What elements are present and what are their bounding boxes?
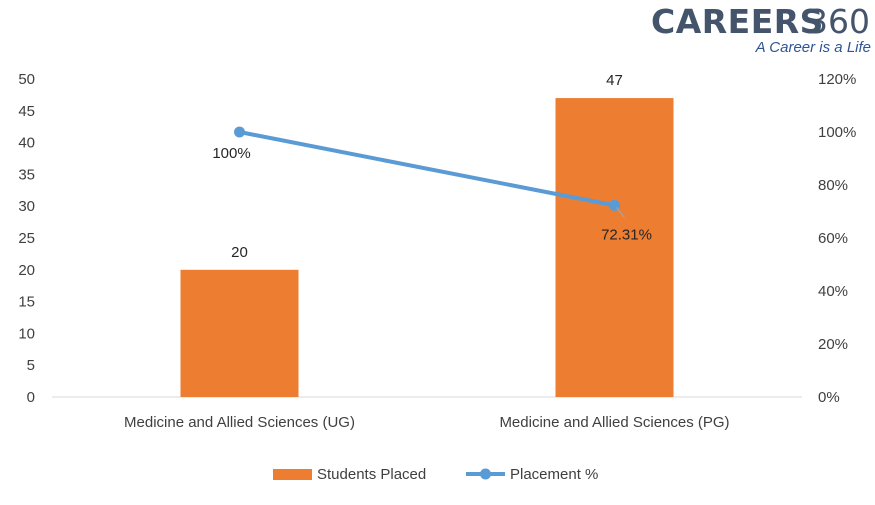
x-tick-label: Medicine and Allied Sciences (UG) — [124, 414, 355, 431]
y-axis-right: 0% 20% 40% 60% 80% 100% 120% — [818, 71, 856, 406]
y-left-tick-label: 40 — [18, 135, 35, 152]
y-axis-left: 0 5 10 15 20 25 30 35 40 45 50 — [18, 71, 35, 406]
y-left-tick-label: 45 — [18, 103, 35, 120]
y-left-tick-label: 30 — [18, 198, 35, 215]
legend-label-placement: Placement % — [510, 466, 598, 483]
legend: Students Placed Placement % — [273, 466, 598, 483]
logo-number: 360 — [807, 2, 870, 41]
y-right-tick-label: 80% — [818, 177, 848, 194]
y-left-tick-label: 20 — [18, 262, 35, 279]
y-right-tick-label: 100% — [818, 124, 856, 141]
line-point — [234, 126, 245, 138]
y-left-tick-label: 10 — [18, 325, 35, 342]
y-left-tick-label: 35 — [18, 166, 35, 183]
logo-brand: CAREERS — [651, 2, 824, 41]
y-left-tick-label: 5 — [27, 357, 35, 374]
legend-marker-placement — [480, 468, 491, 480]
x-axis-labels: Medicine and Allied Sciences (UG) Medicin… — [124, 414, 730, 431]
y-right-tick-label: 20% — [818, 336, 848, 353]
line-data-label: 72.31% — [601, 226, 652, 243]
y-right-tick-label: 40% — [818, 283, 848, 300]
bar-data-label: 47 — [606, 72, 623, 89]
y-right-tick-label: 0% — [818, 389, 840, 406]
line-data-label: 100% — [212, 145, 250, 162]
bar — [555, 98, 674, 397]
bar — [180, 269, 299, 397]
careers360-logo: CAREERS 360 A Career is a Life — [651, 2, 871, 56]
y-left-tick-label: 50 — [18, 71, 35, 88]
bar-data-label: 20 — [231, 244, 248, 261]
y-left-tick-label: 15 — [18, 294, 35, 311]
logo-tagline: A Career is a Life — [755, 39, 871, 56]
y-right-tick-label: 60% — [818, 230, 848, 247]
data-label-leader — [616, 207, 625, 218]
y-left-tick-label: 0 — [27, 389, 35, 406]
legend-swatch-students-placed — [273, 469, 312, 480]
x-tick-label: Medicine and Allied Sciences (PG) — [499, 414, 729, 431]
y-left-tick-label: 25 — [18, 230, 35, 247]
line-series: 100% 72.31% — [212, 126, 652, 243]
y-right-tick-label: 120% — [818, 71, 856, 88]
legend-label-students-placed: Students Placed — [317, 466, 426, 483]
placement-line — [237, 130, 617, 208]
